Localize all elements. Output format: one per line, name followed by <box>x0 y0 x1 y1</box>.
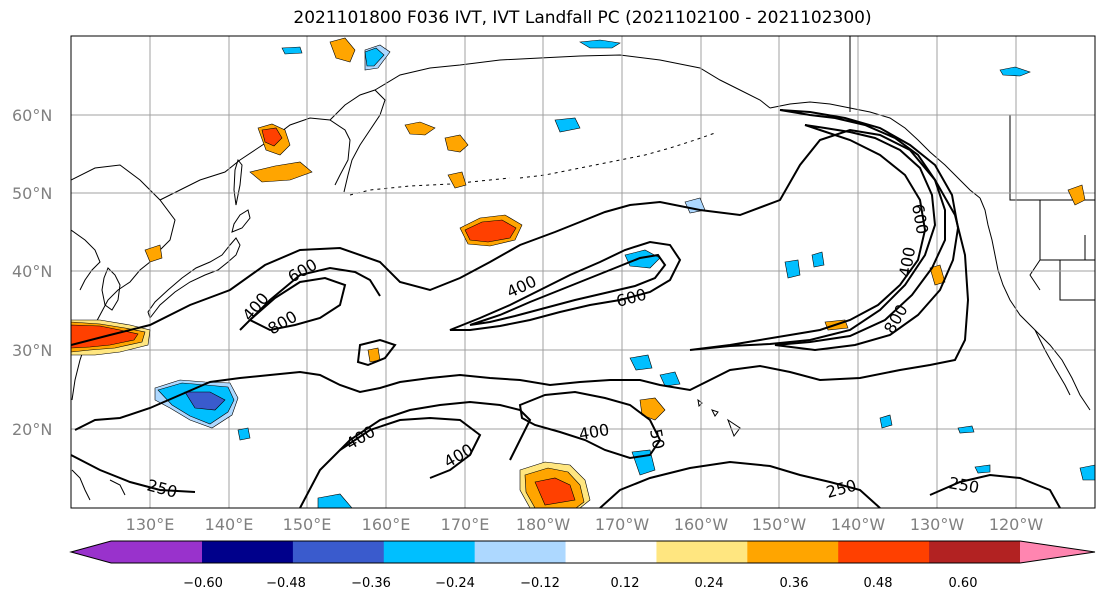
colorbar-tick-label: 0.48 <box>864 576 893 591</box>
contour-labels: 600 400 800 250 400 600 400 400 400 50 2… <box>145 202 981 501</box>
colorbar-tick-label: −0.60 <box>183 576 223 591</box>
colorbar-tick-label: 0.36 <box>780 576 809 591</box>
lat-label: 20°N <box>12 420 52 439</box>
colorbar-tick-label: −0.48 <box>266 576 306 591</box>
colorbar <box>69 540 1096 564</box>
colorbar-segment <box>202 541 294 563</box>
lat-label: 60°N <box>12 106 52 125</box>
contour-label: 50 <box>646 427 668 450</box>
map-frame <box>70 35 1096 509</box>
pc-fill-patches <box>71 37 1095 508</box>
colorbar-segment <box>656 541 748 563</box>
colorbar-tick-label: −0.12 <box>520 576 560 591</box>
ivt-contours <box>71 109 1061 508</box>
colorbar-tick-label: 0.24 <box>695 576 724 591</box>
colorbar-ticks: −0.60 −0.48 −0.36 −0.24 −0.12 0.12 0.24 … <box>183 576 977 591</box>
colorbar-tick-label: −0.24 <box>435 576 475 591</box>
colorbar-segment <box>71 541 202 563</box>
colorbar-segment <box>565 541 657 563</box>
lon-label: 170°E <box>441 515 490 534</box>
colorbar-segment <box>747 541 839 563</box>
lon-label: 120°W <box>989 515 1044 534</box>
colorbar-segment <box>838 541 930 563</box>
colorbar-segment <box>929 541 1021 563</box>
lon-label: 140°E <box>205 515 254 534</box>
lon-label: 180°W <box>516 515 571 534</box>
colorbar-segment <box>474 541 567 563</box>
colorbar-tick-label: −0.36 <box>351 576 391 591</box>
colorbar-segment <box>383 541 476 563</box>
colorbar-segment <box>292 541 385 563</box>
lat-label: 50°N <box>12 184 52 203</box>
colorbar-tick-label: 0.60 <box>949 576 978 591</box>
colorbar-outline <box>69 540 1096 564</box>
lon-label: 160°E <box>362 515 411 534</box>
colorbar-tick-label: 0.12 <box>611 576 640 591</box>
lon-label: 150°E <box>283 515 332 534</box>
map-title: 2021101800 F036 IVT, IVT Landfall PC (20… <box>293 8 872 28</box>
latitude-axis: 60°N 50°N 40°N 30°N 20°N <box>12 106 52 439</box>
longitude-axis: 130°E 140°E 150°E 160°E 170°E 180°W 170°… <box>126 515 1044 534</box>
colorbar-segment <box>1020 541 1095 563</box>
lon-label: 160°W <box>674 515 729 534</box>
lat-label: 30°N <box>12 341 52 360</box>
lon-label: 130°W <box>910 515 965 534</box>
lat-label: 40°N <box>12 262 52 281</box>
lon-label: 130°E <box>126 515 175 534</box>
lon-label: 170°W <box>595 515 650 534</box>
lon-label: 140°W <box>831 515 886 534</box>
lon-label: 150°W <box>752 515 807 534</box>
